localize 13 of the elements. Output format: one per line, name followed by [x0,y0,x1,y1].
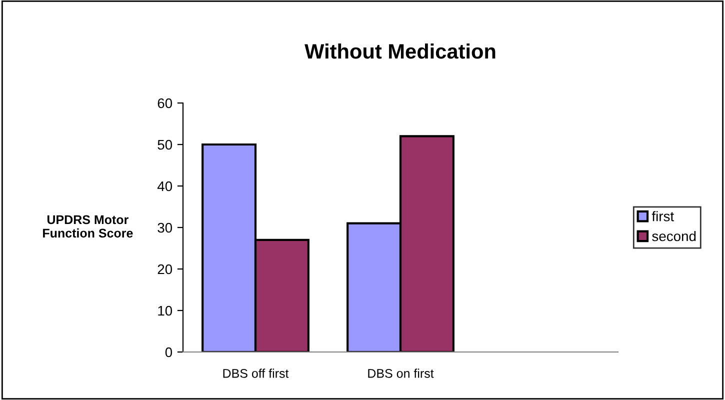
legend-label: second [652,230,696,242]
y-axis-title: UPDRS Motor Function Score [43,215,133,238]
chart-title: Without Medication [304,43,496,59]
y-tick-label: 40 [157,181,172,192]
y-tick-label: 0 [165,347,172,358]
y-tick-label: 50 [158,140,172,150]
legend-label: first [652,211,674,222]
y-tick-label: 10 [158,306,172,316]
y-tick-label: 60 [158,98,172,108]
x-tick-label: DBS off first [223,368,289,378]
x-tick-label: DBS on first [368,368,434,378]
y-tick-label: 20 [158,264,172,274]
y-tick-label: 30 [158,222,172,233]
